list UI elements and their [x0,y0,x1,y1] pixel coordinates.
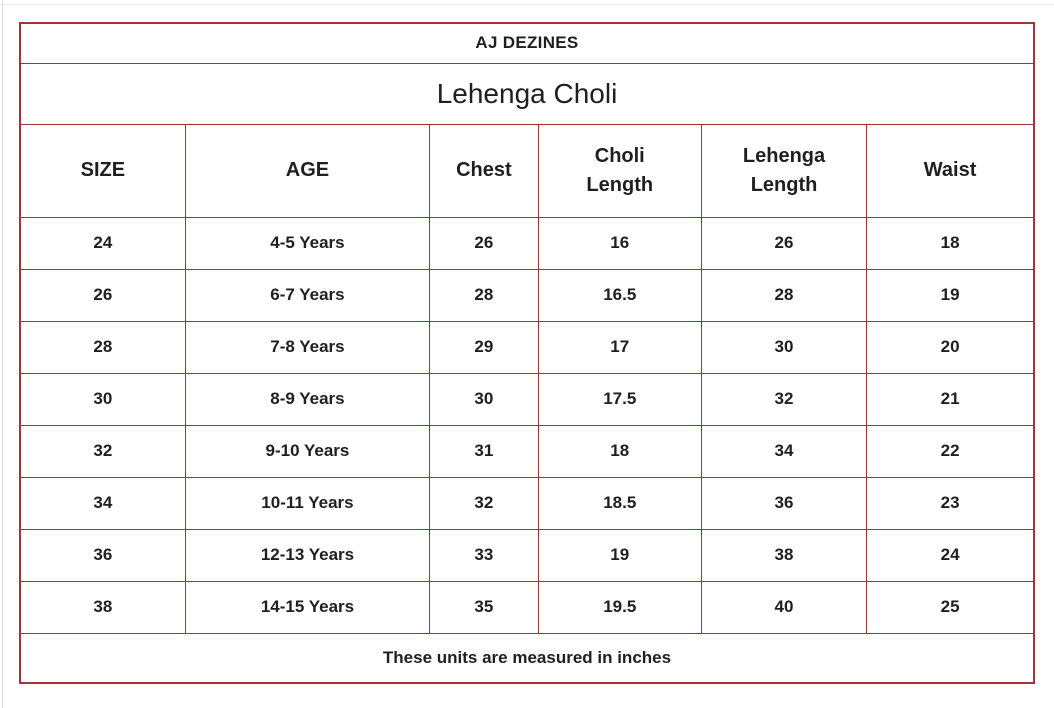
cell: 4-5 Years [184,216,431,270]
column-header-chest: Chest [429,123,539,218]
brand-row: AJ DEZINES [19,22,1035,64]
page-edge-top [0,4,1054,5]
cell: 18 [537,424,702,478]
cell: 20 [866,320,1035,374]
cell: 34 [19,476,186,530]
cell: 18 [866,216,1035,270]
table-row: 36 12-13 Years 33 19 38 24 [19,528,1035,582]
cell: 26 [19,268,186,322]
column-header-waist: Waist [866,123,1035,218]
page-edge-left [2,0,3,708]
cell: 32 [19,424,186,478]
cell: 22 [866,424,1035,478]
columns-header-row: SIZE AGE Chest Choli Length Lehenga Length Wa… [19,123,1035,218]
cell: 10-11 Years [184,476,431,530]
table-row: 24 4-5 Years 26 16 26 18 [19,216,1035,270]
product-row: Lehenga Choli [19,62,1035,125]
cell: 7-8 Years [184,320,431,374]
product-title: Lehenga Choli [19,62,1035,125]
cell: 35 [429,580,539,634]
cell: 23 [866,476,1035,530]
column-header-lehenga-length: Lehenga Length [700,123,868,218]
cell: 26 [429,216,539,270]
cell: 38 [700,528,868,582]
cell: 9-10 Years [184,424,431,478]
table-row: 38 14-15 Years 35 19.5 40 25 [19,580,1035,634]
cell: 28 [700,268,868,322]
cell: 24 [866,528,1035,582]
cell: 16 [537,216,702,270]
cell: 32 [429,476,539,530]
cell: 30 [429,372,539,426]
cell: 24 [19,216,186,270]
cell: 31 [429,424,539,478]
table-row: 26 6-7 Years 28 16.5 28 19 [19,268,1035,322]
cell: 18.5 [537,476,702,530]
cell: 29 [429,320,539,374]
cell: 21 [866,372,1035,426]
footer-row: These units are measured in inches [19,632,1035,684]
cell: 16.5 [537,268,702,322]
table-body: 24 4-5 Years 26 16 26 18 26 6-7 Years 28 16.5 28 19… [19,216,1035,634]
table-row: 34 10-11 Years 32 18.5 36 23 [19,476,1035,530]
cell: 8-9 Years [184,372,431,426]
cell: 32 [700,372,868,426]
cell: 28 [429,268,539,322]
units-note: These units are measured in inches [19,632,1035,684]
cell: 19.5 [537,580,702,634]
table-row: 30 8-9 Years 30 17.5 32 21 [19,372,1035,426]
size-chart-table: AJ DEZINES Lehenga Choli SIZE AGE Chest Cho… [19,22,1035,684]
cell: 17.5 [537,372,702,426]
table-row: 28 7-8 Years 29 17 30 20 [19,320,1035,374]
cell: 12-13 Years [184,528,431,582]
cell: 17 [537,320,702,374]
cell: 36 [700,476,868,530]
cell: 34 [700,424,868,478]
brand-title: AJ DEZINES [19,22,1035,64]
column-header-size: SIZE [19,123,186,218]
cell: 30 [19,372,186,426]
cell: 26 [700,216,868,270]
cell: 6-7 Years [184,268,431,322]
table-header: AJ DEZINES Lehenga Choli SIZE AGE Chest Cho… [19,22,1035,218]
cell: 14-15 Years [184,580,431,634]
column-header-choli-length: Choli Length [537,123,702,218]
cell: 30 [700,320,868,374]
cell: 40 [700,580,868,634]
cell: 36 [19,528,186,582]
cell: 19 [537,528,702,582]
column-header-age: AGE [184,123,431,218]
cell: 33 [429,528,539,582]
cell: 38 [19,580,186,634]
table-row: 32 9-10 Years 31 18 34 22 [19,424,1035,478]
table-footer: These units are measured in inches [19,632,1035,684]
cell: 19 [866,268,1035,322]
cell: 25 [866,580,1035,634]
cell: 28 [19,320,186,374]
